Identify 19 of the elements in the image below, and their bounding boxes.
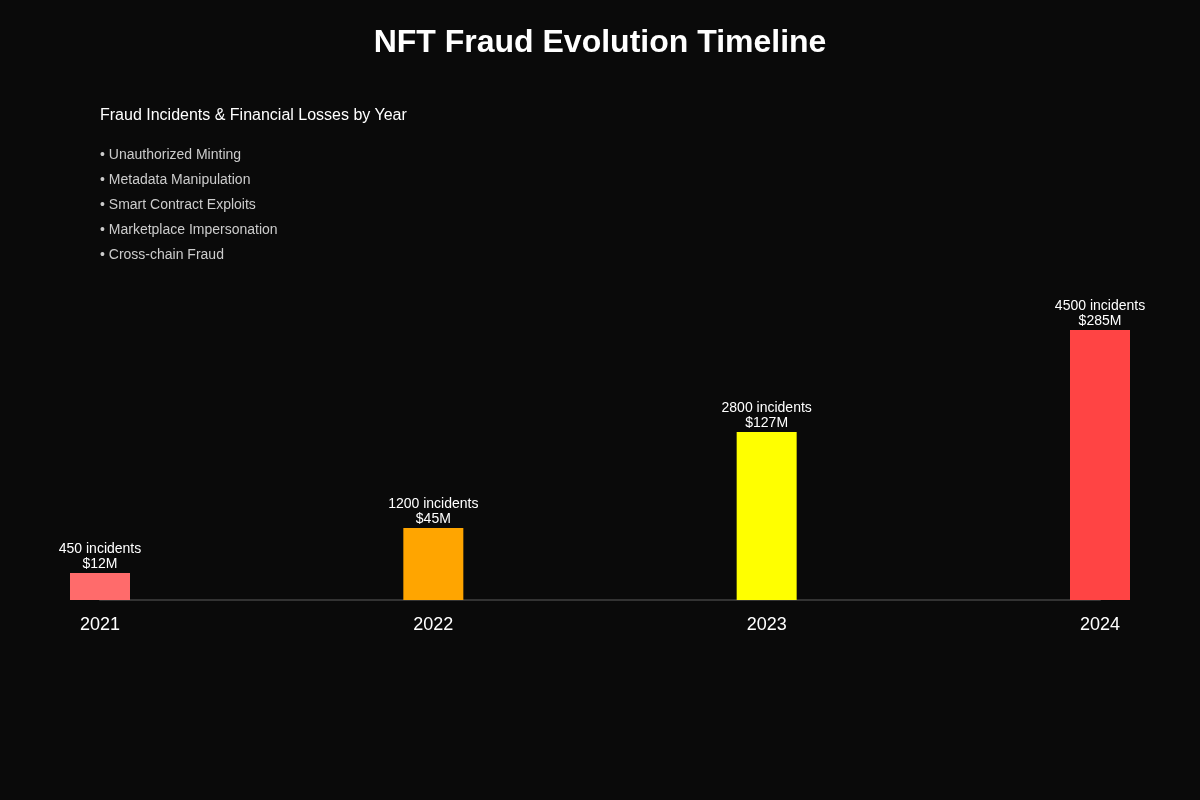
data-label: 2800 incidents $127M: [721, 398, 812, 430]
data-label: 1200 incidents $45M: [388, 494, 479, 526]
bar: [736, 432, 797, 600]
x-tick-label: 2021: [79, 614, 121, 634]
text: • Marketplace Impersonation: [100, 221, 278, 237]
chart-subtitle: Fraud Incidents & Financial Losses by Year: [100, 105, 408, 123]
x-tick-label: 2022: [413, 614, 454, 634]
bar: [403, 528, 464, 600]
text: • Smart Contract Exploits: [100, 196, 256, 212]
x-tick-label: 2024: [1079, 614, 1121, 634]
bar: [1070, 330, 1130, 600]
data-label: 450 incidents $12M: [58, 539, 142, 571]
text: • Unauthorized Minting: [100, 146, 242, 162]
x-tick-label: 2023: [746, 614, 787, 634]
chart-title: NFT Fraud Evolution Timeline: [373, 23, 827, 59]
bar: [70, 573, 130, 600]
data-label: 4500 incidents $285M: [1054, 296, 1146, 328]
text: • Metadata Manipulation: [100, 171, 251, 187]
text: • Cross-chain Fraud: [100, 246, 224, 262]
